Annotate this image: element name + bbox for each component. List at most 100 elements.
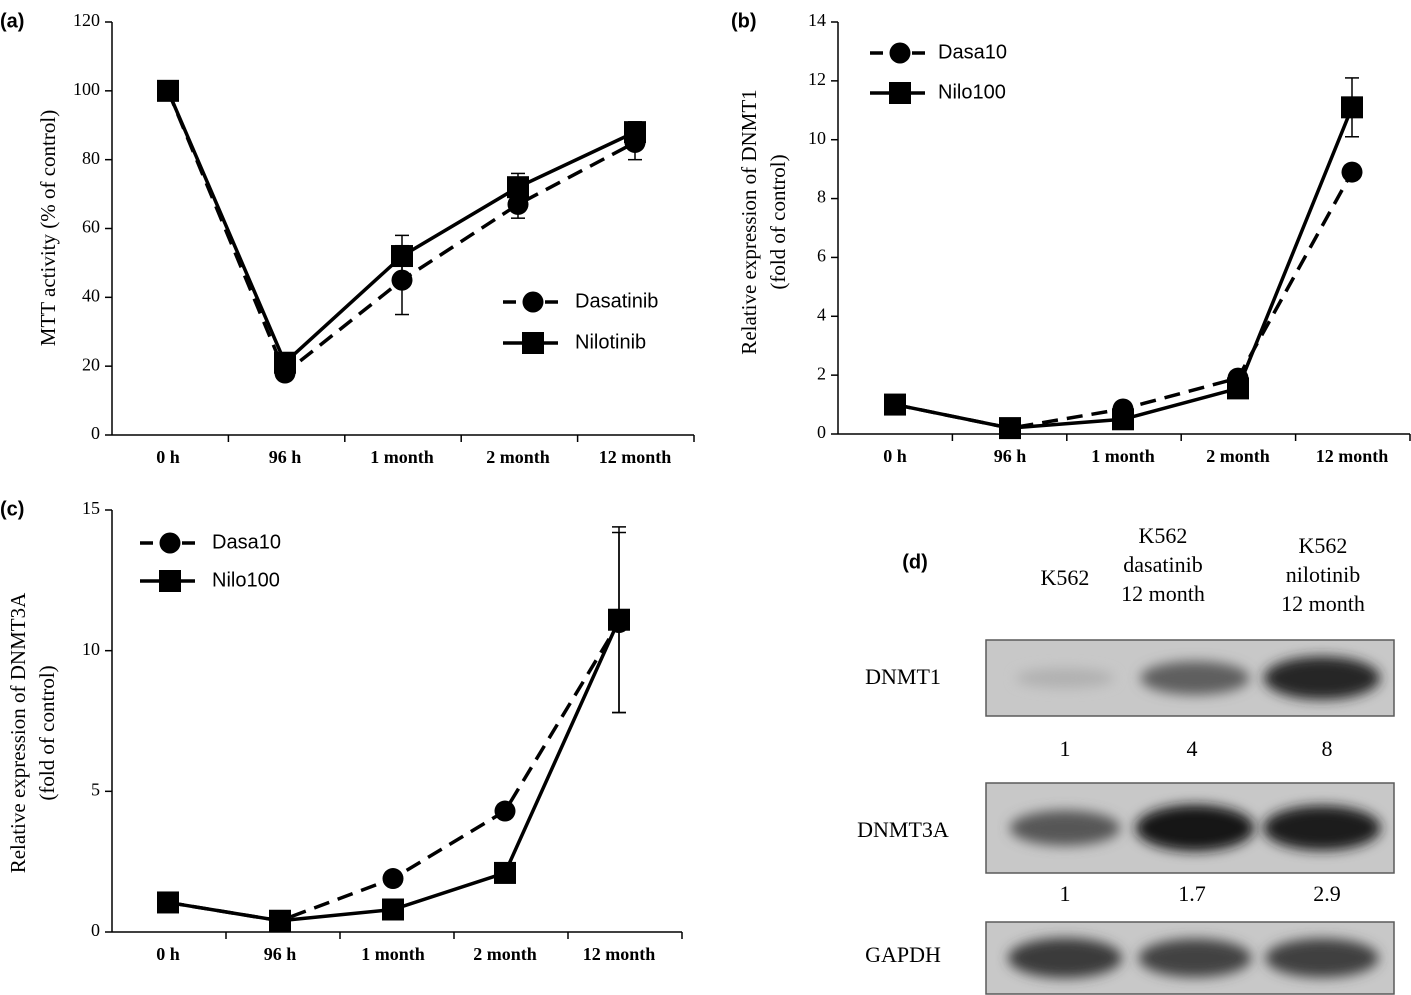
data-point-square [494, 861, 516, 884]
blot-band [1263, 656, 1381, 700]
legend-marker-square [522, 332, 544, 354]
y-tick-label: 14 [808, 10, 826, 30]
data-point-square [884, 393, 906, 416]
band-quantification: 4 [1187, 736, 1198, 761]
x-tick-label: 96 h [994, 446, 1027, 466]
data-point-square [608, 608, 630, 631]
y-tick-label: 10 [808, 128, 826, 148]
y-tick-label: 120 [73, 10, 100, 30]
legend-label: Dasa10 [212, 531, 281, 553]
legend-marker-circle [522, 291, 544, 313]
y-tick-label: 6 [817, 246, 826, 266]
x-tick-label: 1 month [370, 447, 434, 467]
lane-label: dasatinib [1123, 552, 1202, 577]
legend-marker-square [159, 570, 181, 592]
panel-letter: (b) [731, 10, 757, 32]
lane-label: 12 month [1281, 591, 1365, 616]
blot-band [1008, 938, 1122, 978]
band-quantification: 1 [1060, 881, 1071, 906]
data-point-square [624, 121, 646, 144]
x-tick-label: 12 month [583, 944, 656, 964]
series-line [166, 90, 636, 366]
x-tick-label: 1 month [1091, 446, 1155, 466]
y-axis-label: Relative expression of DNMT1 [737, 89, 761, 354]
series-dasa10 [157, 531, 630, 932]
x-tick-label: 12 month [1316, 446, 1389, 466]
legend-label: Dasa10 [938, 41, 1007, 63]
data-point-circle [382, 868, 404, 890]
series-line [894, 106, 1354, 430]
y-tick-label: 15 [82, 498, 100, 518]
y-tick-label: 100 [73, 79, 100, 99]
western-blot-panel-d: (d) K562 K562 dasatinib 12 month K562 nilotini… [857, 523, 1395, 995]
panel-letter: (d) [902, 551, 928, 573]
series-line [894, 171, 1354, 430]
data-point-square [391, 245, 413, 268]
x-tick-label: 96 h [269, 447, 302, 467]
lane-label: K562 [1041, 565, 1090, 590]
y-axis-label: MTT activity (% of control) [36, 110, 60, 346]
y-axis-label: (fold of control) [766, 154, 790, 289]
band-quantification: 1.7 [1178, 881, 1206, 906]
data-point-circle [494, 800, 516, 822]
chart-panel-c: (c) 0 5 10 15 0 h 96 h 1 month 2 month 12 month Re… [0, 498, 683, 964]
y-axis-label: (fold of control) [35, 665, 59, 800]
series-nilo100 [157, 526, 630, 932]
series-dasatinib [157, 80, 646, 384]
data-point-square [269, 909, 291, 932]
data-point-square [1112, 408, 1134, 431]
x-tick-label: 96 h [264, 944, 297, 964]
legend-label: Nilotinib [575, 331, 646, 353]
blot-band [1265, 938, 1379, 978]
y-tick-label: 60 [82, 217, 100, 237]
blot-row-label: DNMT1 [865, 664, 941, 689]
x-tick-label: 2 month [1206, 446, 1270, 466]
y-tick-label: 8 [817, 187, 826, 207]
band-quantification: 1 [1060, 736, 1071, 761]
data-point-circle [507, 193, 529, 215]
y-tick-label: 0 [91, 423, 100, 443]
panel-letter: (a) [0, 10, 24, 32]
blot-row-label: GAPDH [865, 942, 941, 967]
data-point-square [274, 351, 296, 374]
x-tick-label: 0 h [156, 447, 180, 467]
blot-row-dnmt1: DNMT1 1 4 8 [865, 639, 1395, 761]
blot-band [1015, 668, 1115, 688]
blot-band [1138, 938, 1252, 978]
y-tick-label: 0 [817, 422, 826, 442]
lane-label: nilotinib [1286, 562, 1361, 587]
y-tick-label: 80 [82, 148, 100, 168]
chart-panel-b: (b) 0 2 4 6 8 10 12 14 0 h 96 h 1 month 2 month 12 mo… [731, 10, 1411, 466]
series-nilo100 [884, 77, 1363, 440]
legend-label: Nilo100 [938, 81, 1006, 103]
y-tick-label: 10 [82, 639, 100, 659]
data-point-square [1227, 377, 1249, 400]
lane-label: K562 [1139, 523, 1188, 548]
y-tick-label: 0 [91, 920, 100, 940]
data-point-square [157, 891, 179, 914]
x-tick-label: 2 month [486, 447, 550, 467]
lane-label: 12 month [1121, 581, 1205, 606]
y-tick-label: 12 [808, 69, 826, 89]
lane-label: K562 [1299, 533, 1348, 558]
blot-band [1135, 804, 1255, 852]
data-point-square [507, 176, 529, 199]
legend-label: Nilo100 [212, 569, 280, 591]
data-point-square [1341, 96, 1363, 119]
legend-marker-square [889, 82, 911, 104]
legend-marker-circle [889, 42, 911, 64]
series-nilotinib [157, 79, 646, 374]
data-point-circle [1341, 161, 1363, 183]
blot-row-gapdh: GAPDH [865, 921, 1395, 995]
x-tick-label: 12 month [599, 447, 672, 467]
series-dasa10 [884, 161, 1363, 439]
data-point-square [157, 79, 179, 102]
x-tick-label: 0 h [156, 944, 180, 964]
data-point-square [999, 417, 1021, 440]
y-tick-label: 5 [91, 779, 100, 799]
x-tick-label: 2 month [473, 944, 537, 964]
y-tick-label: 40 [82, 285, 100, 305]
blot-row-dnmt3a: DNMT3A 1 1.7 2.9 [857, 782, 1395, 906]
series-line [166, 90, 636, 376]
